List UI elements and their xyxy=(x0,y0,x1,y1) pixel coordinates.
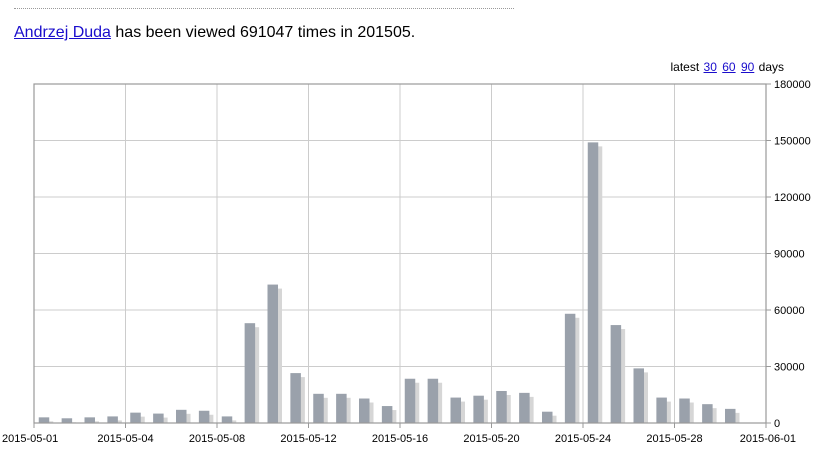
bar xyxy=(427,378,439,423)
view-count: 691047 xyxy=(239,24,294,41)
bar xyxy=(587,142,599,423)
bar xyxy=(38,417,50,423)
y-tick-label: 120000 xyxy=(774,192,811,204)
bar xyxy=(290,373,301,423)
bar xyxy=(198,410,210,423)
y-tick-label: 90000 xyxy=(774,249,805,261)
range-link-90[interactable]: 90 xyxy=(740,60,755,74)
y-tick-label: 30000 xyxy=(774,362,805,374)
bar xyxy=(381,406,393,423)
bar xyxy=(633,368,644,423)
bar xyxy=(313,393,324,423)
bar xyxy=(519,392,530,423)
range-link-30[interactable]: 30 xyxy=(703,60,717,74)
bar xyxy=(450,397,461,423)
bar xyxy=(84,417,95,423)
bar xyxy=(176,409,187,423)
bar xyxy=(359,398,370,423)
bar xyxy=(221,416,233,423)
x-tick-label: 2015-05-20 xyxy=(463,433,519,445)
y-tick-label: 0 xyxy=(774,418,780,430)
y-tick-label: 60000 xyxy=(774,305,805,317)
range-prefix: latest xyxy=(670,60,700,74)
x-tick-label: 2015-05-24 xyxy=(555,433,611,445)
bar xyxy=(61,418,73,423)
plot-frame xyxy=(33,83,767,424)
range-selector: latest 30 60 90 days xyxy=(671,60,785,74)
period: 201505 xyxy=(357,24,411,41)
bar xyxy=(130,412,141,423)
y-tick-label: 180000 xyxy=(774,79,811,91)
headline-text-mid: has been viewed xyxy=(110,24,240,41)
bar xyxy=(107,416,118,423)
x-tick-label: 2015-05-01 xyxy=(2,433,58,445)
bar xyxy=(564,313,576,423)
bar xyxy=(473,395,484,423)
bar xyxy=(404,378,416,423)
bar xyxy=(610,325,622,423)
x-tick-label: 2015-05-16 xyxy=(372,433,428,445)
bar xyxy=(725,408,736,423)
bar xyxy=(267,284,278,423)
y-tick-label: 150000 xyxy=(774,136,811,148)
x-tick-label: 2015-05-04 xyxy=(97,433,153,445)
bar xyxy=(496,390,507,423)
user-link[interactable]: Andrzej Duda xyxy=(14,24,111,41)
headline-text-times: times in xyxy=(293,24,358,41)
bar xyxy=(702,404,713,423)
bar xyxy=(153,413,164,423)
bar xyxy=(679,398,690,423)
x-tick-label: 2015-05-08 xyxy=(189,433,245,445)
x-tick-label: 2015-06-01 xyxy=(740,433,796,445)
bar xyxy=(244,323,256,423)
dotted-divider xyxy=(14,8,514,9)
headline-text-end: . xyxy=(410,24,416,41)
bar xyxy=(656,397,667,423)
x-tick-label: 2015-05-12 xyxy=(280,433,336,445)
bar xyxy=(542,411,553,423)
x-tick-label: 2015-05-28 xyxy=(646,433,702,445)
views-bar-chart: 0 30000 60000 90000 120000 150000 180000 2015-0… xyxy=(2,79,811,445)
bar xyxy=(336,393,347,423)
page-headline: Andrzej Duda has been viewed 691047 time… xyxy=(14,24,415,42)
range-suffix: days xyxy=(758,60,784,74)
range-link-60[interactable]: 60 xyxy=(722,60,736,74)
